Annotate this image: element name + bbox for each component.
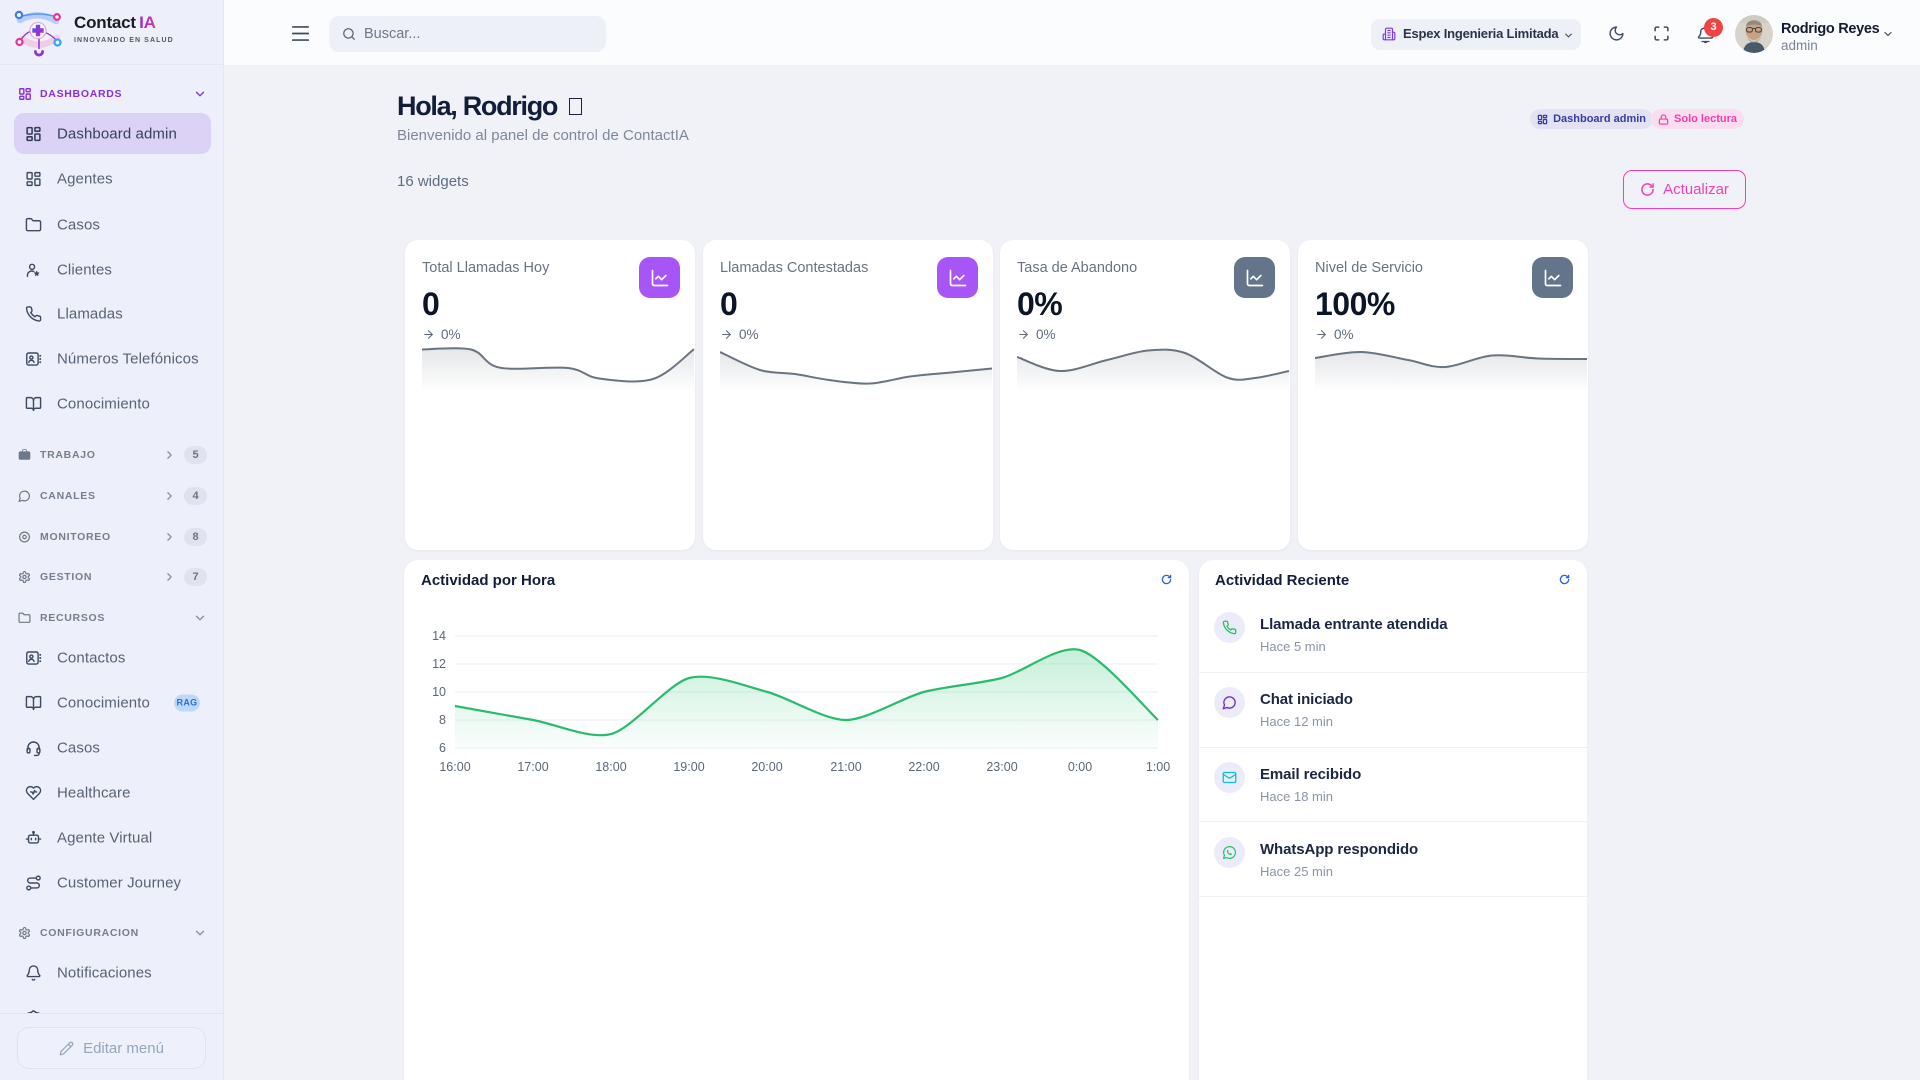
svg-text:20:00: 20:00 [751, 760, 782, 774]
svg-text:23:00: 23:00 [986, 760, 1017, 774]
svg-text:10: 10 [432, 685, 446, 699]
svg-text:21:00: 21:00 [830, 760, 861, 774]
svg-text:18:00: 18:00 [595, 760, 626, 774]
svg-text:1:00: 1:00 [1146, 760, 1170, 774]
svg-text:14: 14 [432, 629, 446, 643]
svg-text:17:00: 17:00 [517, 760, 548, 774]
svg-text:12: 12 [432, 657, 446, 671]
svg-text:6: 6 [439, 741, 446, 755]
svg-text:22:00: 22:00 [908, 760, 939, 774]
svg-text:8: 8 [439, 713, 446, 727]
svg-text:16:00: 16:00 [439, 760, 470, 774]
svg-text:0:00: 0:00 [1068, 760, 1092, 774]
svg-text:19:00: 19:00 [673, 760, 704, 774]
